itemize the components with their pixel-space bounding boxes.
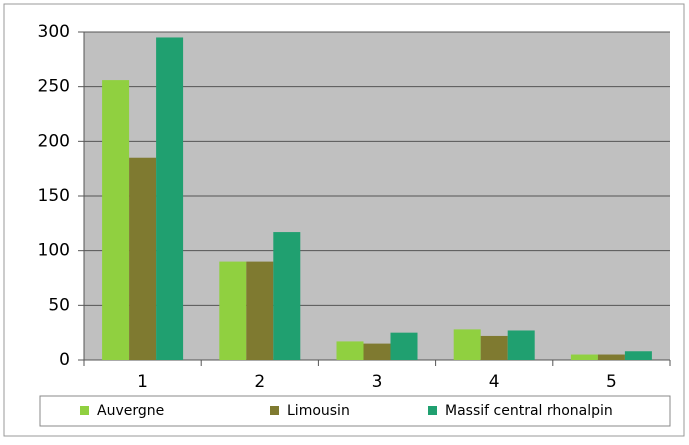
x-tick-label: 2 [254, 372, 265, 392]
bar [624, 351, 652, 360]
bar [102, 80, 130, 361]
legend-label: Limousin [287, 403, 350, 419]
legend-swatch [80, 406, 89, 415]
bar [570, 354, 598, 360]
bar [156, 37, 184, 360]
y-tick-label: 300 [38, 22, 70, 42]
y-tick-label: 50 [48, 295, 70, 315]
x-tick-label: 3 [372, 372, 383, 392]
y-tick-label: 100 [38, 241, 70, 261]
bar [246, 261, 274, 360]
bar [129, 157, 157, 360]
bar [507, 330, 535, 360]
bar [390, 332, 418, 360]
x-tick-label: 5 [606, 372, 617, 392]
y-tick-label: 250 [38, 77, 70, 97]
x-tick-label: 1 [137, 372, 148, 392]
bar [273, 232, 301, 360]
legend-label: Auvergne [97, 403, 164, 419]
legend-swatch [270, 406, 279, 415]
bar [453, 329, 481, 360]
bar [336, 341, 364, 360]
bar [597, 354, 625, 360]
bar [219, 261, 247, 360]
legend-label: Massif central rhonalpin [445, 403, 613, 419]
y-tick-label: 0 [59, 350, 70, 370]
y-tick-label: 200 [38, 131, 70, 151]
bar [363, 343, 391, 360]
bar [480, 335, 508, 360]
legend-swatch [428, 406, 437, 415]
legend-box [39, 395, 671, 427]
x-tick-label: 4 [489, 372, 500, 392]
y-tick-label: 150 [38, 186, 70, 206]
